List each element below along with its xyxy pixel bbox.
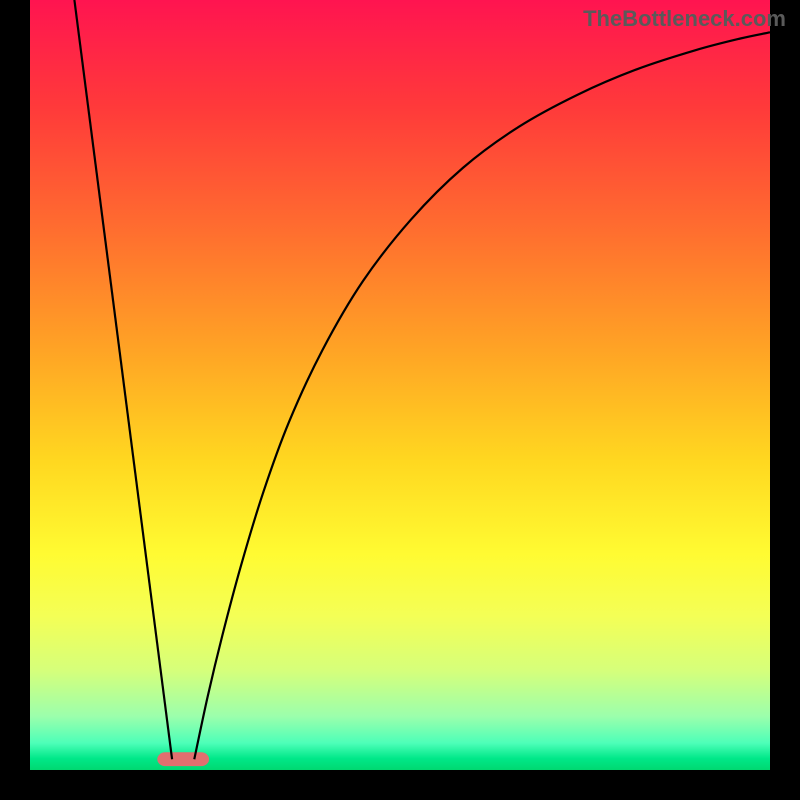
chart-svg — [0, 0, 800, 800]
bottleneck-chart: TheBottleneck.com — [0, 0, 800, 800]
watermark-text: TheBottleneck.com — [583, 6, 786, 32]
optimal-marker — [157, 752, 209, 766]
border-bottom — [0, 770, 800, 800]
border-right — [770, 0, 800, 800]
border-left — [0, 0, 30, 800]
plot-background — [30, 0, 770, 770]
